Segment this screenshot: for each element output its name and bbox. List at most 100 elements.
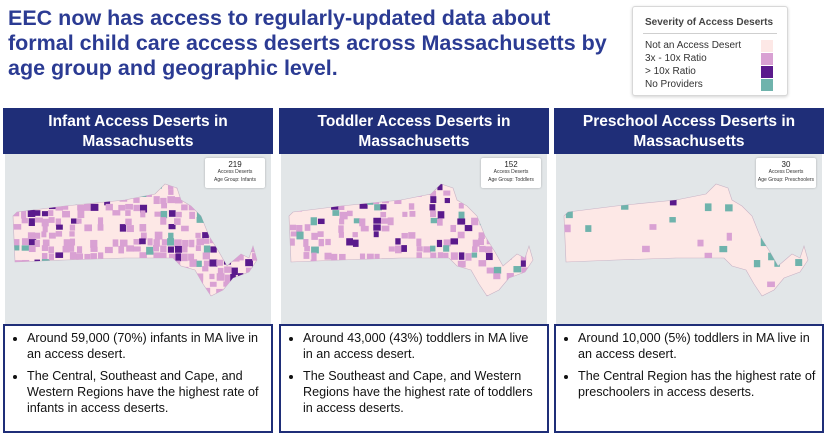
town-region bbox=[147, 238, 153, 246]
legend-item-not-desert: Not an Access Desert bbox=[645, 39, 777, 52]
town-region bbox=[13, 245, 20, 251]
town-region bbox=[209, 259, 218, 267]
town-region bbox=[182, 239, 189, 247]
legend-item-over-10x: > 10x Ratio bbox=[645, 65, 777, 78]
town-region bbox=[28, 218, 35, 227]
town-region bbox=[76, 246, 83, 254]
town-region bbox=[485, 246, 493, 253]
town-region bbox=[719, 245, 728, 253]
town-region bbox=[704, 203, 712, 212]
map-toddler[interactable]: 152 Access Deserts Age Group: Toddlers bbox=[281, 154, 547, 332]
town-region bbox=[217, 267, 224, 275]
headline: EEC now has access to regularly-updated … bbox=[8, 6, 607, 80]
town-region bbox=[423, 246, 431, 253]
town-region bbox=[352, 232, 358, 238]
town-region bbox=[27, 232, 36, 240]
town-region bbox=[416, 246, 423, 252]
bullet: The Central, Southeast and Cape, and Wes… bbox=[27, 368, 265, 416]
town-region bbox=[493, 266, 502, 274]
town-region bbox=[34, 239, 40, 247]
panel-title: Preschool Access Deserts in Massachusett… bbox=[554, 108, 824, 154]
bullet: The Southeast and Cape, and Western Regi… bbox=[303, 368, 541, 416]
town-region bbox=[353, 218, 361, 224]
town-region bbox=[430, 217, 439, 224]
age-group-label: Age Group: Infants bbox=[214, 177, 256, 183]
town-region bbox=[458, 252, 465, 260]
town-region bbox=[290, 231, 299, 237]
panel-summary: Around 10,000 (5%) toddlers in MA live i… bbox=[554, 324, 824, 433]
town-region bbox=[97, 224, 104, 231]
town-region bbox=[209, 273, 215, 280]
town-region bbox=[430, 245, 436, 252]
town-region bbox=[62, 210, 71, 218]
town-region bbox=[565, 210, 573, 219]
town-region bbox=[27, 210, 36, 217]
town-region bbox=[216, 273, 225, 281]
town-region bbox=[125, 210, 131, 216]
town-region bbox=[416, 238, 422, 247]
town-region bbox=[726, 232, 732, 241]
town-region bbox=[380, 218, 389, 224]
town-region bbox=[21, 238, 29, 246]
town-region bbox=[381, 225, 390, 232]
town-region bbox=[324, 252, 332, 260]
legend-item-no-providers: No Providers bbox=[645, 78, 777, 91]
town-region bbox=[374, 253, 380, 261]
town-region bbox=[338, 204, 345, 211]
town-region bbox=[753, 260, 761, 268]
town-region bbox=[387, 217, 394, 226]
town-region bbox=[521, 267, 528, 276]
town-region bbox=[34, 217, 43, 223]
town-region bbox=[168, 210, 176, 217]
town-region bbox=[97, 217, 104, 225]
town-region bbox=[21, 210, 27, 219]
town-region bbox=[203, 245, 211, 253]
town-region bbox=[21, 245, 29, 251]
town-region bbox=[181, 246, 188, 253]
map-preschool[interactable]: 30 Access Deserts Age Group: Preschooler… bbox=[556, 154, 822, 332]
town-region bbox=[493, 273, 501, 280]
town-region bbox=[125, 203, 133, 210]
town-region bbox=[401, 245, 407, 252]
town-region bbox=[380, 211, 387, 218]
town-region bbox=[395, 245, 402, 254]
legend-item-3x-10x: 3x - 10x Ratio bbox=[645, 52, 777, 65]
town-region bbox=[118, 204, 126, 211]
town-region bbox=[21, 218, 28, 224]
town-region bbox=[118, 245, 125, 254]
town-region bbox=[175, 253, 182, 262]
town-region bbox=[704, 252, 713, 259]
town-region bbox=[48, 253, 54, 260]
town-region bbox=[311, 252, 317, 261]
town-region bbox=[168, 253, 177, 262]
town-region bbox=[35, 232, 41, 239]
town-region bbox=[196, 273, 204, 281]
town-region bbox=[195, 245, 201, 251]
town-region bbox=[153, 196, 160, 205]
map-infant[interactable]: 219 Access Deserts Age Group: Infants bbox=[5, 154, 271, 332]
town-region bbox=[77, 210, 85, 219]
town-region bbox=[174, 239, 182, 247]
town-region bbox=[436, 239, 443, 248]
town-region bbox=[472, 239, 480, 247]
town-region bbox=[62, 245, 70, 253]
town-region bbox=[339, 218, 345, 225]
town-region bbox=[443, 252, 449, 261]
town-region bbox=[69, 252, 77, 260]
town-region bbox=[189, 211, 196, 219]
town-region bbox=[416, 252, 422, 259]
town-region bbox=[41, 245, 49, 251]
town-region bbox=[83, 203, 92, 211]
town-region bbox=[245, 267, 253, 273]
town-region bbox=[402, 211, 408, 217]
town-region bbox=[585, 225, 592, 232]
town-region bbox=[457, 260, 466, 268]
panel-title: Infant Access Deserts in Massachusetts bbox=[3, 108, 273, 154]
town-region bbox=[360, 225, 369, 232]
town-region bbox=[84, 224, 93, 232]
town-region bbox=[34, 210, 41, 216]
town-region bbox=[429, 204, 436, 211]
town-region bbox=[133, 197, 140, 203]
town-region bbox=[458, 203, 464, 209]
town-region bbox=[380, 204, 387, 210]
